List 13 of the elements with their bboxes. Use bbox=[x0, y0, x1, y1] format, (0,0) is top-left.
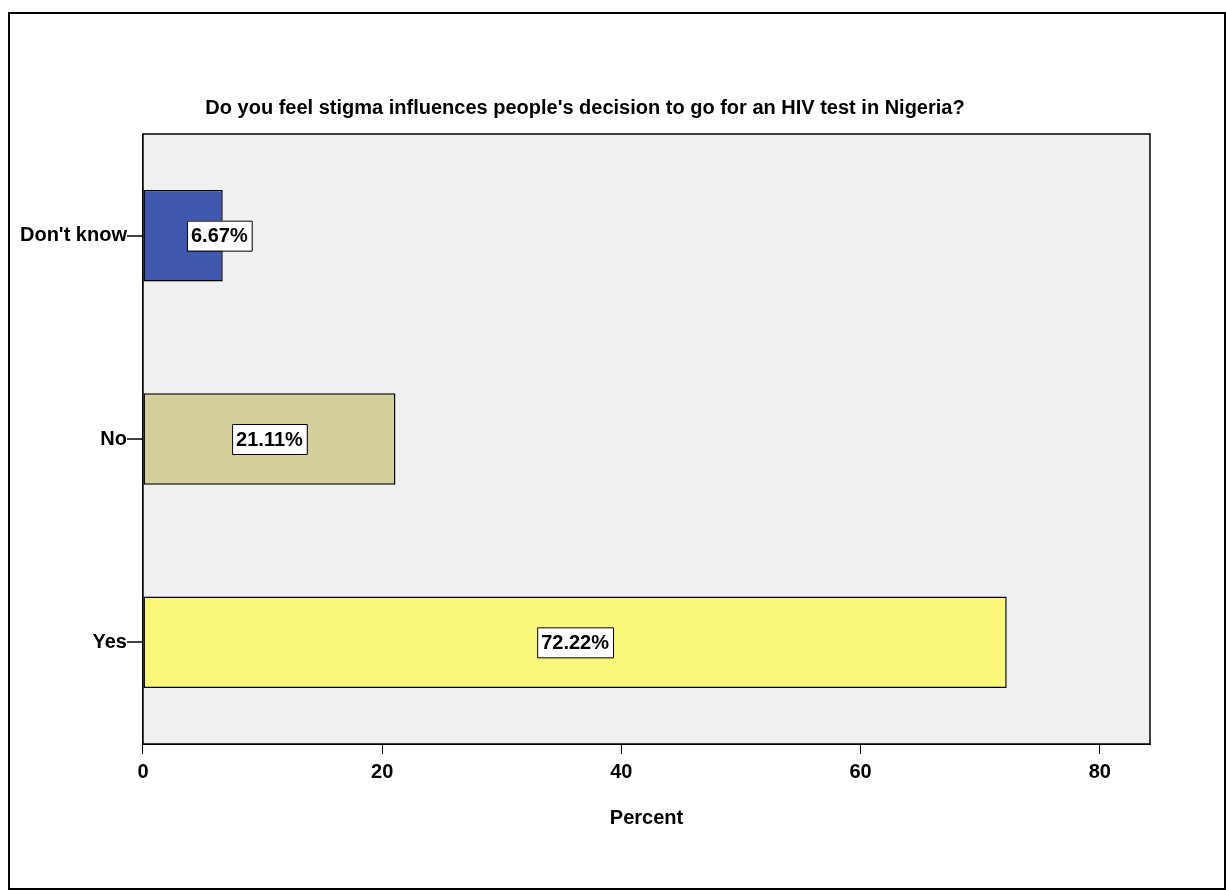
x-tick-label: 40 bbox=[610, 759, 633, 782]
data-label: 6.67% bbox=[190, 224, 248, 247]
x-tick-label: 20 bbox=[371, 759, 394, 782]
data-label: 21.11% bbox=[236, 427, 304, 450]
chart-title: Do you feel stigma influences people's decision to go for an HIV test in Nigeria? bbox=[205, 95, 965, 118]
x-tick-label: 0 bbox=[137, 759, 149, 782]
y-tick-label: Yes bbox=[92, 629, 127, 652]
y-tick-label: No bbox=[100, 426, 127, 449]
data-label: 72.22% bbox=[541, 630, 610, 653]
y-tick-label: Don't know bbox=[19, 223, 128, 246]
x-axis-title: Percent bbox=[609, 805, 684, 828]
x-tick-label: 60 bbox=[849, 759, 872, 782]
x-tick-label: 80 bbox=[1088, 759, 1111, 782]
